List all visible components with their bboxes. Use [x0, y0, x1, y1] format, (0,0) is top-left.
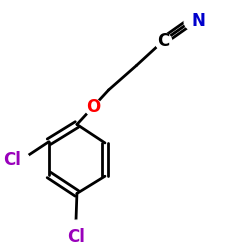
Text: Cl: Cl — [3, 151, 21, 169]
Text: C: C — [157, 32, 170, 50]
Text: O: O — [86, 98, 100, 116]
Text: Cl: Cl — [67, 228, 85, 246]
Text: N: N — [192, 12, 205, 30]
